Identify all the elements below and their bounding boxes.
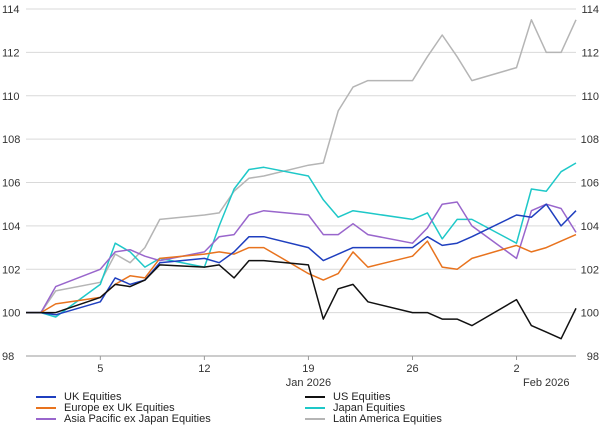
y-tick-label-right: 112 xyxy=(581,47,599,59)
x-tick-label: 5 xyxy=(97,363,103,375)
x-month-label: Jan 2026 xyxy=(286,377,331,389)
legend-item-japan-equities[interactable]: Japan Equities xyxy=(305,401,405,415)
y-tick-label-right: 106 xyxy=(581,178,599,190)
legend-item-us-equities[interactable]: US Equities xyxy=(305,390,390,404)
legend-item-latin-america-equities[interactable]: Latin America Equities xyxy=(305,412,442,426)
legend-label: UK Equities xyxy=(64,391,122,403)
y-tick-label-left: 114 xyxy=(2,4,20,16)
y-tick-label-right: 104 xyxy=(581,221,599,233)
x-tick-label: 19 xyxy=(302,363,314,375)
series-line-asia-pacific-ex-japan-equities xyxy=(26,201,577,314)
legend-swatch xyxy=(305,418,325,420)
y-tick-label-left: 98 xyxy=(2,351,14,363)
x-tick-label: 26 xyxy=(406,363,418,375)
legend-swatch xyxy=(305,396,325,398)
legend: UK Equities Europe ex UK Equities Asia P… xyxy=(0,388,601,426)
y-tick-label-left: 102 xyxy=(2,264,20,276)
y-tick-label-left: 108 xyxy=(2,134,20,146)
y-axis-left: 98 100 102 104 106 108 110 112 114 xyxy=(2,4,20,363)
line-chart: 98 100 102 104 106 108 110 112 114 98 100 102 104 10… xyxy=(2,4,599,389)
legend-swatch xyxy=(305,407,325,409)
legend-swatch xyxy=(36,396,56,398)
x-month-label: Feb 2026 xyxy=(523,377,569,389)
y-axis-right: 98 100 102 104 106 108 110 112 114 xyxy=(581,4,599,363)
y-tick-label-left: 110 xyxy=(2,91,20,103)
y-tick-label-left: 104 xyxy=(2,221,20,233)
series-lines xyxy=(26,19,577,340)
legend-item-asia-pacific-ex-japan-equities[interactable]: Asia Pacific ex Japan Equities xyxy=(36,412,211,426)
legend-label: US Equities xyxy=(333,391,391,403)
series-line-japan-equities xyxy=(26,162,577,318)
series-line-uk-equities xyxy=(26,203,577,316)
legend-item-europe-ex-uk-equities[interactable]: Europe ex UK Equities xyxy=(36,401,175,415)
y-tick-label-right: 114 xyxy=(581,4,599,16)
legend-label: Latin America Equities xyxy=(333,413,442,425)
gridlines xyxy=(26,8,576,357)
series-line-europe-ex-uk-equities xyxy=(26,233,577,314)
legend-swatch xyxy=(36,418,56,420)
legend-item-uk-equities[interactable]: UK Equities xyxy=(36,390,121,404)
y-tick-label-right: 100 xyxy=(581,308,599,320)
y-tick-label-left: 112 xyxy=(2,47,20,59)
y-tick-label-left: 100 xyxy=(2,308,20,320)
x-tick-label: 2 xyxy=(513,363,519,375)
y-tick-label-right: 108 xyxy=(581,134,599,146)
series-line-latin-america-equities xyxy=(26,19,577,314)
y-tick-label-right: 110 xyxy=(581,91,599,103)
legend-label: Japan Equities xyxy=(333,402,406,414)
y-tick-label-left: 106 xyxy=(2,178,20,190)
y-tick-label-right: 98 xyxy=(587,351,599,363)
legend-swatch xyxy=(36,407,56,409)
y-tick-label-right: 102 xyxy=(581,264,599,276)
series-line-us-equities xyxy=(26,259,577,340)
x-axis: 5 12 19 26 2 Jan 2026 Feb 2026 xyxy=(97,356,570,389)
legend-label: Asia Pacific ex Japan Equities xyxy=(64,413,211,425)
legend-label: Europe ex UK Equities xyxy=(64,402,175,414)
x-tick-label: 12 xyxy=(198,363,210,375)
